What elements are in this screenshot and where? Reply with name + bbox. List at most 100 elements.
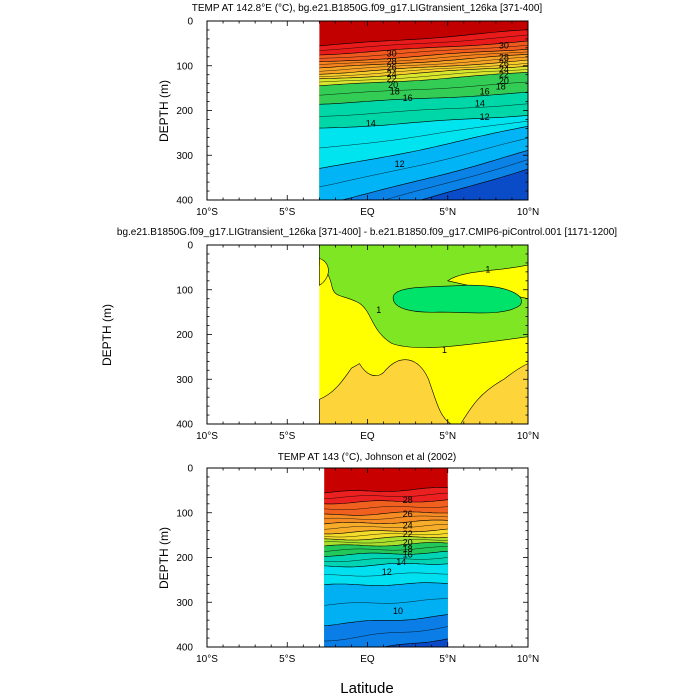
contour-line-12 [324, 563, 448, 568]
x-tick-label: EQ [360, 654, 375, 665]
contour-line-17 [324, 539, 448, 544]
contour-line-26 [324, 499, 448, 505]
contour-line-21 [319, 56, 528, 72]
contour-label: 22 [387, 74, 397, 84]
contour-label: 18 [390, 87, 400, 97]
contour-label: 30 [499, 41, 509, 51]
contour-label: 18 [403, 544, 413, 554]
contour-line-24 [319, 49, 528, 62]
contour-label: 18 [496, 81, 506, 91]
x-tick-label: 5°N [439, 654, 456, 665]
x-tick-label: 5°S [279, 654, 296, 665]
contour-line-27 [319, 34, 528, 51]
x-tick-label: EQ [360, 431, 375, 442]
y-tick-label: 200 [176, 553, 193, 564]
contour-label: 28 [387, 56, 397, 66]
anomaly-region-2-to-3 [392, 284, 522, 314]
contour-line-19 [324, 533, 448, 538]
panel-3-axes: 10°S 5°S EQ 5°N 10°N 0 100 200 300 400 [176, 464, 539, 666]
contour-label: 30 [387, 49, 397, 59]
contour-line-23 [319, 51, 528, 65]
panel-2-axes: 10°S 5°S EQ 5°N 10°N 0 100 200 300 400 [176, 241, 539, 443]
contour-line-28 [324, 487, 448, 494]
x-tick-label: 10°S [196, 207, 218, 218]
y-tick-label: 0 [187, 17, 193, 28]
y-tick-label: 300 [176, 375, 193, 386]
contour-label: 16 [403, 93, 413, 103]
contour-line-19 [319, 63, 528, 77]
contour-line-18 [324, 536, 448, 541]
contour-line-8 [324, 614, 448, 626]
panel-1-plot-area [319, 21, 528, 200]
y-tick-label: 200 [176, 330, 193, 341]
y-tick-label: 300 [176, 598, 193, 609]
panel-2-contour-labels: 1 1 1 [376, 265, 490, 356]
x-tick-label: 5°S [279, 431, 296, 442]
anomaly-region-minus-1-to-0 [319, 359, 452, 424]
contour-label: 22 [403, 529, 413, 539]
contour-line-10 [324, 582, 448, 586]
panel-3-y-axis-label: DEPTH (m) [157, 527, 171, 589]
panel-observed-temperature: TEMP AT 143 (°C), Johnson et al (2002) 2… [157, 452, 539, 665]
contour-label: 28 [499, 53, 509, 63]
y-tick-label: 100 [176, 61, 193, 72]
x-tick-label: 10°S [196, 431, 218, 442]
contour-line-15 [324, 546, 448, 552]
contour-label: 24 [403, 520, 413, 530]
panel-difference: bg.e21.B1850G.f09_g17.LIGtransient_126ka… [100, 227, 617, 442]
contour-line-12 [319, 115, 528, 129]
contour-label: 24 [499, 64, 509, 74]
contour-line-23 [324, 515, 448, 520]
y-tick-label: 200 [176, 106, 193, 117]
panel-2-y-axis-label: DEPTH (m) [100, 304, 114, 366]
contour-label: 1 [376, 305, 381, 315]
x-tick-label: EQ [360, 207, 375, 218]
contour-line-8 [340, 150, 528, 200]
x-tick-label: 10°N [517, 654, 539, 665]
x-tick-label: 5°N [439, 431, 456, 442]
contour-line-14 [319, 91, 528, 105]
contour-label: 20 [499, 76, 509, 86]
contour-label: 28 [403, 495, 413, 505]
contour-line-7 [383, 159, 528, 200]
contour-label: 26 [403, 509, 413, 519]
contour-label: 12 [382, 567, 392, 577]
panel-3-title: TEMP AT 143 (°C), Johnson et al (2002) [278, 452, 457, 463]
contour-line-25 [319, 45, 528, 59]
anomaly-region-0-to-1 [319, 257, 329, 286]
contour-line-9 [319, 137, 528, 187]
contour-line-20 [324, 528, 448, 535]
contour-line-16 [324, 542, 448, 547]
temperature-band-6 [421, 169, 528, 200]
contour-label: 14 [396, 557, 406, 567]
panel-model-temperature: TEMP AT 142.8°E (°C), bg.e21.B1850G.f09_… [157, 3, 542, 219]
x-tick-label: 10°N [517, 207, 539, 218]
panel-1-y-axis-label: DEPTH (m) [157, 80, 171, 142]
panel-1-axes: 10°S 5°S EQ 5°N 10°N 0 100 200 300 400 [176, 17, 539, 219]
panel-2-title: bg.e21.B1850G.f09_g17.LIGtransient_126ka… [117, 227, 617, 238]
y-tick-label: 400 [176, 196, 193, 207]
contour-label: 1 [442, 345, 447, 355]
contour-line-15 [319, 81, 528, 96]
contour-line-21 [324, 524, 448, 530]
contour-line-10 [319, 125, 528, 169]
contour-line-24 [324, 511, 448, 516]
contour-label: 10 [393, 606, 403, 616]
contour-label: 20 [403, 538, 413, 548]
panel-2-plot-area [319, 245, 528, 424]
contour-label: 12 [395, 159, 405, 169]
anomaly-region-minus-1-to-0 [460, 363, 528, 424]
contour-label: 16 [480, 86, 490, 96]
contour-line-14 [324, 550, 448, 557]
contour-label: 24 [387, 69, 397, 79]
contour-line-11 [319, 120, 528, 149]
contour-label: 26 [387, 63, 397, 73]
y-tick-label: 400 [176, 420, 193, 431]
contour-line-25 [324, 506, 448, 510]
x-tick-label: 10°S [196, 654, 218, 665]
contour-label: 12 [480, 112, 490, 122]
contour-line-6 [420, 168, 528, 200]
y-tick-label: 100 [176, 508, 193, 519]
contour-line-26 [319, 40, 528, 56]
